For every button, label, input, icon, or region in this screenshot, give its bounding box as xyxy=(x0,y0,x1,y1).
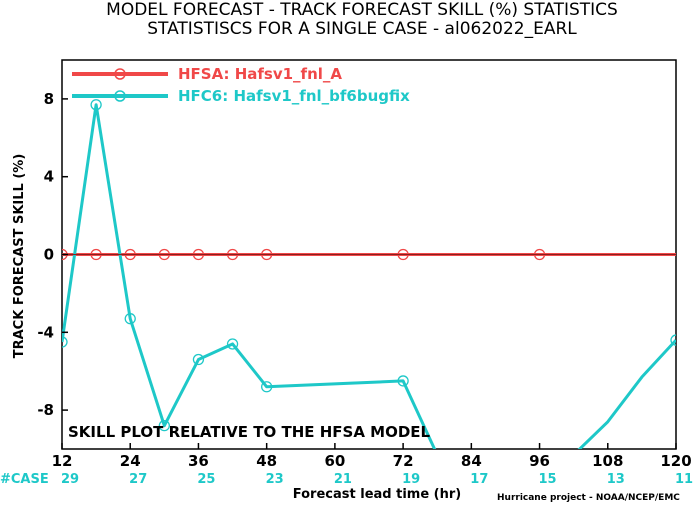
x-tick-label: 120 xyxy=(660,452,691,470)
case-count: 29 xyxy=(61,472,79,487)
skill-annotation: SKILL PLOT RELATIVE TO THE HFSA MODEL xyxy=(68,423,431,441)
y-tick-label: -8 xyxy=(37,401,54,419)
series-2-marker xyxy=(261,381,273,393)
x-tick-label: 84 xyxy=(461,452,482,470)
legend-label: HFC6: Hafsv1_fnl_bf6bugfix xyxy=(178,87,410,105)
case-count: 27 xyxy=(129,472,147,487)
series-2-marker xyxy=(397,375,409,387)
series-clip-group xyxy=(62,99,676,449)
x-tick-label: 48 xyxy=(256,452,277,470)
credit-text: Hurricane project - NOAA/NCEP/EMC xyxy=(497,493,680,503)
case-count: 17 xyxy=(470,472,488,487)
series-2-marker xyxy=(670,334,676,346)
series-2-marker xyxy=(62,336,68,348)
series-2-marker xyxy=(124,313,136,325)
y-tick-label: 4 xyxy=(44,168,54,186)
case-count: 13 xyxy=(607,472,625,487)
case-count: 23 xyxy=(266,472,284,487)
ticks-layer: 1229242736254823602172198417961510813120… xyxy=(0,90,693,487)
x-axis-label: Forecast lead time (hr) xyxy=(293,487,461,502)
y-tick-label: 8 xyxy=(44,90,54,108)
case-count: 11 xyxy=(675,472,693,487)
series-2-marker xyxy=(158,420,170,432)
case-count: 15 xyxy=(539,472,557,487)
x-tick-label: 72 xyxy=(393,452,414,470)
x-tick-label: 96 xyxy=(529,452,550,470)
case-count: 19 xyxy=(402,472,420,487)
x-tick-label: 108 xyxy=(592,452,623,470)
x-tick-label: 24 xyxy=(120,452,141,470)
chart-title: MODEL FORECAST - TRACK FORECAST SKILL (%… xyxy=(106,0,618,20)
series-2-marker xyxy=(226,338,239,350)
series-2-marker xyxy=(192,353,205,366)
y-tick-label: 0 xyxy=(44,246,54,264)
x-tick-label: 36 xyxy=(188,452,209,470)
chart-subtitle: STATISTISCS FOR A SINGLE CASE - al062022… xyxy=(147,19,577,39)
x-tick-label: 60 xyxy=(324,452,345,470)
y-tick-label: -4 xyxy=(37,323,54,341)
legend-marker xyxy=(114,90,126,102)
y-axis-label: TRACK FORECAST SKILL (%) xyxy=(12,154,27,359)
legend: HFSA: Hafsv1_fnl_A HFC6: Hafsv1_fnl_bf6bu… xyxy=(72,65,410,105)
series-layer xyxy=(62,99,676,449)
case-count: 25 xyxy=(197,472,215,487)
series-line-2 xyxy=(62,103,676,449)
case-label: #CASE xyxy=(0,472,49,487)
series-2-marker xyxy=(90,99,102,111)
x-tick-label: 12 xyxy=(52,452,73,470)
legend-marker xyxy=(114,68,126,80)
legend-label: HFSA: Hafsv1_fnl_A xyxy=(178,65,342,83)
case-count: 21 xyxy=(334,472,352,487)
